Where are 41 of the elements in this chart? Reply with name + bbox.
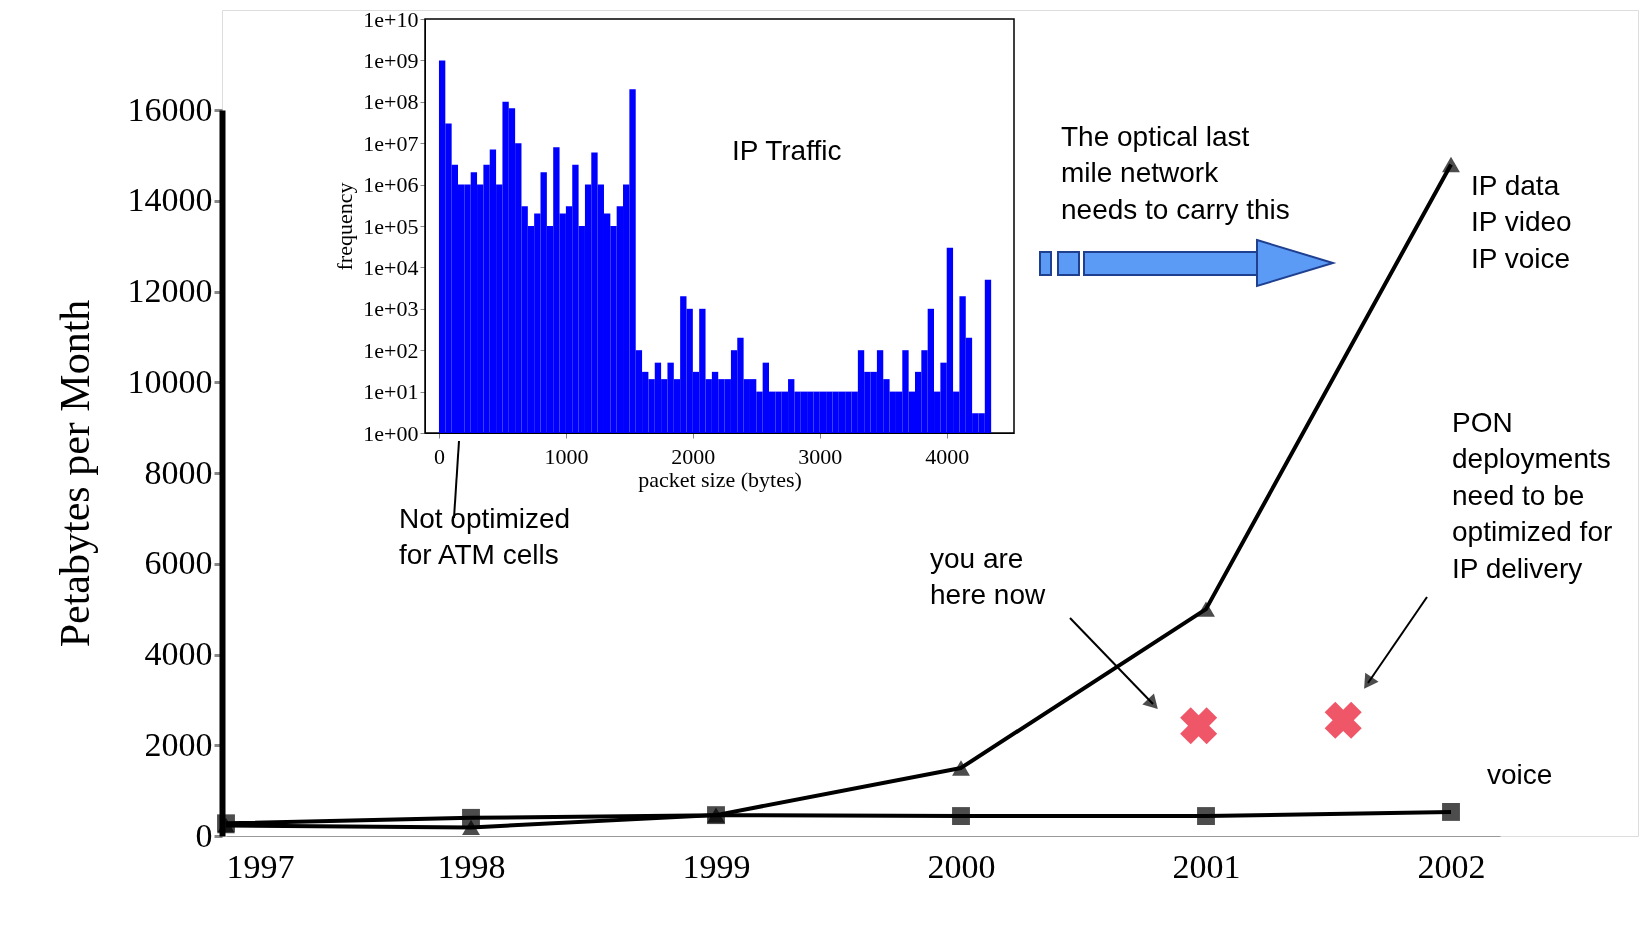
- y-tick-label: 1e+08: [363, 89, 419, 115]
- y-tick-label: 1e+05: [363, 213, 419, 239]
- y-axis-title: Petabytes per Month: [51, 299, 98, 648]
- x-tick-label: 0: [433, 443, 445, 469]
- y-tick-label: 6000: [144, 544, 213, 582]
- annotation: you are here now: [930, 543, 1046, 611]
- y-tick-label: 12000: [127, 272, 213, 309]
- y-tick-label: 1e+07: [363, 130, 419, 156]
- annotation: The optical last mile network needs to carry this: [1061, 121, 1290, 225]
- annotation: Not optimized for ATM cells: [399, 503, 571, 571]
- y-tick-label: 1e+02: [363, 337, 419, 363]
- y-tick-label: 2000: [144, 725, 213, 763]
- y-tick-label: 14000: [127, 181, 213, 219]
- y-tick-label: 1e+03: [363, 296, 419, 322]
- x-tick-label: 1000: [544, 443, 589, 469]
- annotation: PON deployments need to be optimized for IP delivery: [1452, 407, 1613, 584]
- x-tick-label: 2002: [1417, 847, 1486, 885]
- x-tick-label: 1997: [226, 847, 295, 885]
- y-tick-label: 1e+04: [363, 254, 419, 280]
- y-tick-label: 1e+00: [363, 420, 419, 446]
- y-tick-label: 8000: [144, 453, 213, 491]
- y-tick-label: 1e+09: [363, 47, 419, 73]
- x-axis-title: packet size (bytes): [638, 466, 802, 492]
- y-axis-title: frequency: [332, 182, 358, 271]
- y-tick-label: 1e+06: [363, 172, 419, 198]
- y-tick-label: 0: [195, 816, 213, 854]
- x-tick-label: 1998: [437, 847, 506, 885]
- y-tick-label: 4000: [144, 635, 213, 672]
- y-tick-label: 16000: [127, 90, 213, 128]
- x-tick-label: 4000: [925, 443, 970, 469]
- series-label: IP data IP video IP voice: [1471, 170, 1572, 274]
- x-tick-label: 3000: [798, 443, 843, 469]
- y-tick-label: 1e+01: [363, 379, 419, 405]
- x-tick-label: 2000: [671, 443, 716, 469]
- y-tick-label: 1e+10: [363, 6, 419, 32]
- x-tick-label: 2000: [927, 847, 996, 885]
- series-label: voice: [1487, 759, 1553, 790]
- x-tick-label: 2001: [1172, 847, 1241, 885]
- text: IP Traffic: [732, 135, 842, 166]
- x-tick-label: 1999: [682, 847, 751, 885]
- y-tick-label: 10000: [127, 362, 213, 400]
